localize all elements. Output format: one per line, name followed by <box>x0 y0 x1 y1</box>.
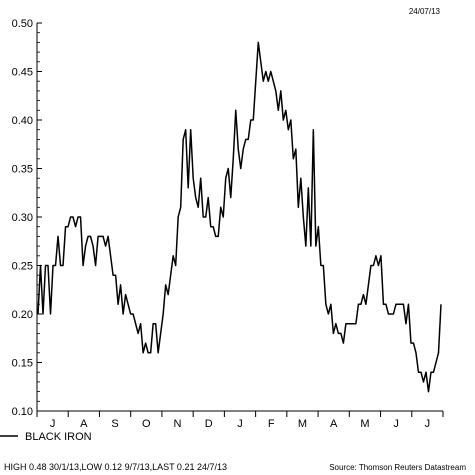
x-tick-label: A <box>80 418 88 430</box>
chart-date: 24/07/13 <box>409 7 441 16</box>
y-tick-label: 0.40 <box>12 115 33 127</box>
y-tick-label: 0.25 <box>12 261 33 273</box>
legend-label: BLACK IRON <box>25 431 92 443</box>
x-tick-label: M <box>298 418 307 430</box>
x-tick-label: F <box>268 418 275 430</box>
x-tick-label: A <box>330 418 338 430</box>
y-tick-label: 0.30 <box>12 212 33 224</box>
y-tick-label: 0.15 <box>12 358 33 370</box>
source-text: Source: Thomson Reuters Datastream <box>329 463 466 472</box>
plot-area: 0.10 0.15 0.20 0.25 0.30 0.35 0.40 0.45 0.50 J A S… <box>12 18 444 430</box>
y-tick-labels: 0.10 0.15 0.20 0.25 0.30 0.35 0.40 0.45 0.50 <box>12 18 33 418</box>
x-tick-label: O <box>142 418 151 430</box>
stats-text: HIGH 0.48 30/1/13,LOW 0.12 9/7/13,LAST 0… <box>4 462 227 472</box>
y-tick-label: 0.35 <box>12 164 33 176</box>
x-tick-label: J <box>237 418 243 430</box>
y-tick-label: 0.10 <box>12 406 33 418</box>
y-tick-label: 0.20 <box>12 309 33 321</box>
x-tick-label: J <box>393 418 399 430</box>
x-tick-label: S <box>111 418 118 430</box>
y-tick-label: 0.45 <box>12 67 33 79</box>
legend: BLACK IRON <box>0 431 92 443</box>
y-ticks <box>37 22 42 412</box>
x-tick-label: J <box>425 418 431 430</box>
x-tick-label: J <box>50 418 56 430</box>
series-line-black-iron <box>37 41 442 393</box>
x-tick-label: D <box>205 418 213 430</box>
x-ticks <box>36 411 444 417</box>
x-tick-label: N <box>174 418 182 430</box>
x-tick-label: M <box>360 418 369 430</box>
y-tick-label: 0.50 <box>12 18 33 30</box>
